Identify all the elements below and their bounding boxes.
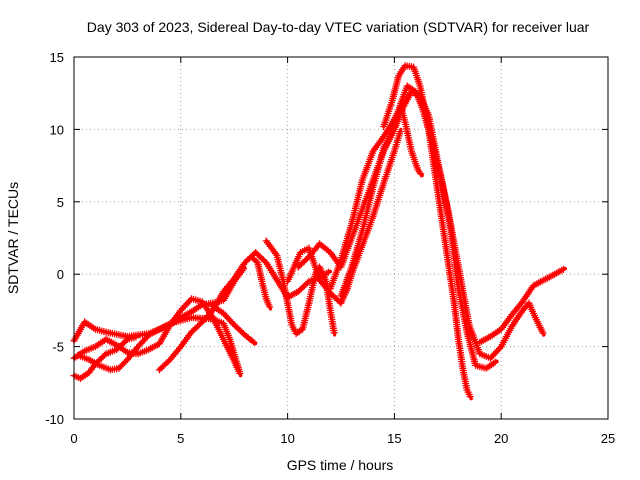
- series-sat-m: [380, 62, 474, 401]
- series-layer: [70, 62, 567, 401]
- data-point-markers: [262, 237, 338, 338]
- data-point-markers: [247, 253, 274, 311]
- data-point-markers: [380, 62, 474, 401]
- series-sat-l: [326, 102, 425, 293]
- data-point-markers: [284, 128, 404, 307]
- x-tick-label: 25: [601, 431, 615, 446]
- y-tick-label: 5: [57, 195, 64, 210]
- series-sat-f: [209, 302, 258, 346]
- x-tick-label: 5: [177, 431, 184, 446]
- data-point-markers: [337, 82, 499, 372]
- series-sat-h: [262, 237, 338, 338]
- series-sat-g: [247, 253, 274, 311]
- y-tick-label: 0: [57, 267, 64, 282]
- y-tick-label: -5: [52, 340, 64, 355]
- data-point-markers: [476, 265, 567, 346]
- x-axis-ticks: 0 5 10 15 20 25: [70, 57, 615, 446]
- y-axis-ticks: -10 -5 0 5 10 15: [45, 50, 608, 427]
- x-tick-label: 20: [494, 431, 508, 446]
- x-tick-label: 10: [280, 431, 294, 446]
- chart-title: Day 303 of 2023, Sidereal Day-to-day VTE…: [87, 19, 590, 35]
- x-tick-label: 0: [70, 431, 77, 446]
- data-point-markers: [326, 102, 425, 293]
- series-sat-n: [476, 265, 567, 346]
- x-tick-label: 15: [387, 431, 401, 446]
- grid: [74, 57, 608, 419]
- y-tick-label: 15: [50, 50, 64, 65]
- x-axis-label: GPS time / hours: [287, 457, 394, 473]
- y-axis-label: SDTVAR / TECUs: [5, 182, 21, 294]
- y-tick-label: 10: [50, 122, 64, 137]
- series-sat-k: [337, 82, 499, 372]
- y-tick-label: -10: [45, 412, 64, 427]
- data-point-markers: [209, 302, 258, 346]
- plot-frame: [73, 56, 609, 420]
